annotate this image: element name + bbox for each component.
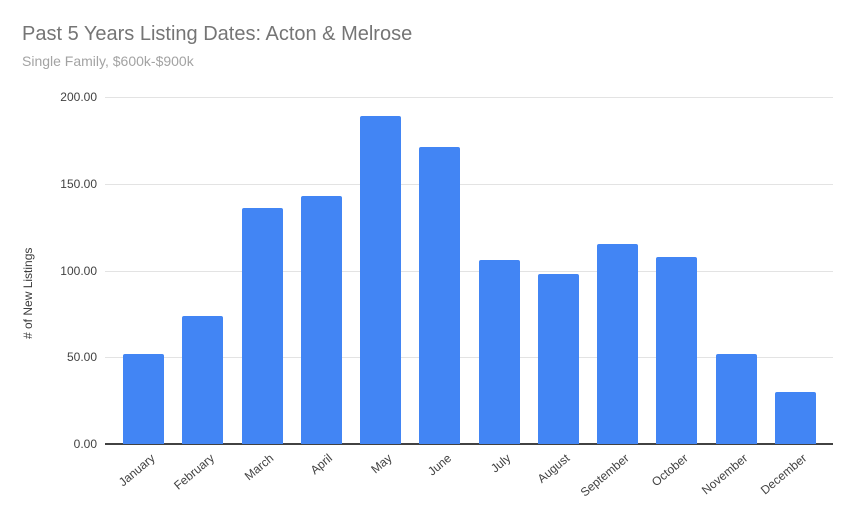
gridline-50	[105, 357, 833, 359]
bar-september[interactable]	[597, 244, 639, 444]
x-label-april: April	[307, 451, 336, 478]
gridline-100	[105, 270, 833, 272]
y-tick-label-200.00: 200.00	[60, 90, 97, 104]
x-label-december: December	[757, 451, 810, 498]
y-tick-label-50.00: 50.00	[66, 350, 97, 365]
bar-april[interactable]	[300, 195, 342, 444]
x-label-february: February	[171, 451, 217, 493]
x-label-september: September	[577, 451, 632, 500]
chart-subtitle: Single Family, $600k-$900k	[22, 53, 194, 69]
y-tick-label-0.00: 0.00	[73, 437, 97, 451]
y-tick-label-100.00: 100.00	[60, 263, 97, 278]
x-label-october: October	[649, 451, 691, 490]
bar-october[interactable]	[656, 256, 698, 444]
x-label-november: November	[698, 451, 751, 498]
x-label-january: January	[115, 451, 158, 490]
gridline-200	[105, 97, 833, 98]
x-label-july: July	[487, 451, 514, 476]
x-label-may: May	[368, 451, 395, 477]
bar-july[interactable]	[478, 260, 520, 444]
plot-area	[105, 97, 833, 445]
chart-title: Past 5 Years Listing Dates: Acton & Melr…	[22, 23, 413, 45]
bar-november[interactable]	[715, 353, 757, 444]
y-tick-label-150.00: 150.00	[60, 176, 97, 191]
gridline-150	[105, 183, 833, 185]
y-axis-title: # of New Listings	[21, 247, 35, 339]
bar-february[interactable]	[182, 315, 224, 444]
x-axis-baseline	[105, 443, 833, 445]
bar-may[interactable]	[360, 116, 402, 444]
x-label-june: June	[424, 451, 454, 479]
x-label-march: March	[241, 451, 277, 484]
bar-june[interactable]	[419, 147, 461, 444]
bar-december[interactable]	[774, 391, 816, 444]
bar-march[interactable]	[241, 208, 283, 444]
bar-august[interactable]	[537, 273, 579, 444]
bar-january[interactable]	[123, 353, 165, 444]
x-label-august: August	[534, 451, 573, 486]
